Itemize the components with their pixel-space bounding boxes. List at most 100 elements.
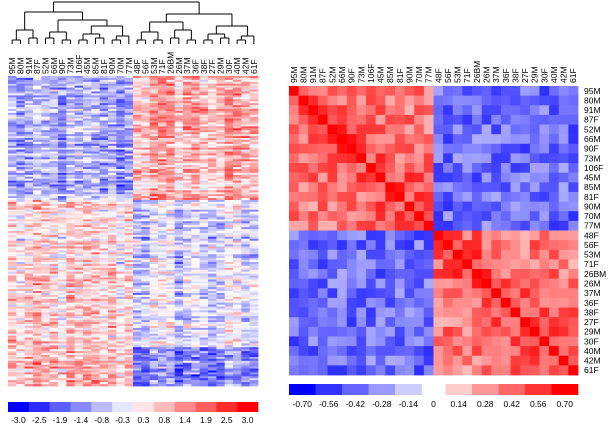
heatmap-cell [108,343,117,346]
heatmap-cell [24,368,34,371]
heatmap-cell [208,128,217,131]
heatmap-cell [216,312,226,315]
heatmap-cell [233,322,242,325]
heatmap-cell [41,132,51,135]
heatmap-cell [99,353,109,356]
heatmap-cell [158,163,167,166]
heatmap-cell [8,105,17,108]
heatmap-cell [149,159,159,162]
heatmap-cell [183,260,192,263]
heatmap-cell [108,366,117,369]
heatmap-cell [191,211,201,214]
heatmap-cell [124,165,134,168]
colorbar-tick-label: -0.8 [94,415,109,425]
heatmap-cell [108,252,117,255]
heatmap-cell [16,192,26,195]
heatmap-cell [174,327,184,331]
heatmap-cell [199,134,209,137]
heatmap-cell [174,139,184,143]
heatmap-cell [158,267,167,271]
heatmap-cell [58,291,67,294]
heatmap-cell [166,95,176,98]
heatmap-cell [141,318,151,321]
heatmap-cell [183,126,192,129]
heatmap-cell [199,81,209,85]
heatmap-cell [166,221,176,224]
heatmap-cell [158,192,167,195]
heatmap-cell [216,163,226,166]
heatmap-cell [83,355,92,358]
heatmap-cell [249,244,259,247]
heatmap-cell [66,362,76,366]
heatmap-cell [191,306,201,309]
heatmap-cell [83,254,92,257]
heatmap-cell [108,263,117,267]
heatmap-cell [58,153,67,156]
heatmap-cell [99,380,109,383]
heatmap-cell [16,234,26,238]
heatmap-cell [158,99,167,102]
heatmap-cell [99,368,109,371]
heatmap-cell [66,283,76,286]
colorbar-swatch [237,402,259,412]
heatmap-cell [49,105,59,108]
heatmap-cell [224,178,234,182]
heatmap-cell [208,267,217,271]
heatmap-cell [183,196,192,199]
heatmap-cell [49,380,59,383]
heatmap-cell [124,167,134,170]
heatmap-cell [83,325,92,329]
heatmap-cell [216,217,226,220]
heatmap-cell [141,368,151,371]
heatmap-cell [99,254,109,257]
heatmap-cell [41,265,51,269]
heatmap-cell [8,293,17,296]
heatmap-cell [208,376,217,379]
heatmap-cell [199,273,209,276]
heatmap-cell [116,258,126,261]
heatmap-cell [124,316,134,319]
heatmap-cell [141,285,151,288]
heatmap-cell [199,244,209,247]
heatmap-cell [91,207,101,211]
heatmap-cell [166,267,176,271]
heatmap-cell [191,194,201,197]
heatmap-cell [8,277,17,280]
sample-label: 80M [298,66,308,83]
heatmap-cell [8,337,17,340]
heatmap-cell [183,207,192,211]
heatmap-cell [99,172,109,176]
heatmap-cell [249,155,259,158]
heatmap-cell [49,108,59,112]
heatmap-cell [124,159,134,162]
heatmap-cell [158,339,167,342]
heatmap-cell [116,380,126,383]
heatmap-cell [58,99,67,102]
heatmap-cell [183,176,192,180]
heatmap-cell [99,136,109,139]
heatmap-cell [249,335,259,338]
heatmap-cell [183,360,192,364]
heatmap-cell [124,355,134,358]
heatmap-cell [216,85,226,89]
heatmap-cell [241,265,251,269]
heatmap-cell [8,116,17,120]
heatmap-cell [91,87,101,90]
heatmap-cell [116,200,126,203]
heatmap-cell [74,265,84,269]
heatmap-cell [191,209,201,213]
heatmap-cell [208,324,217,327]
heatmap-cell [91,201,101,205]
heatmap-cell [124,368,134,371]
heatmap-cell [141,347,151,350]
heatmap-cell [49,339,59,342]
heatmap-cell [83,201,92,205]
heatmap-cell [33,300,42,304]
heatmap-cell [141,281,151,284]
heatmap-cell [199,306,209,309]
heatmap-cell [116,213,126,216]
heatmap-cell [24,335,34,338]
heatmap-cell [183,277,192,280]
sample-label: 53M [453,66,463,83]
heatmap-cell [8,184,17,187]
